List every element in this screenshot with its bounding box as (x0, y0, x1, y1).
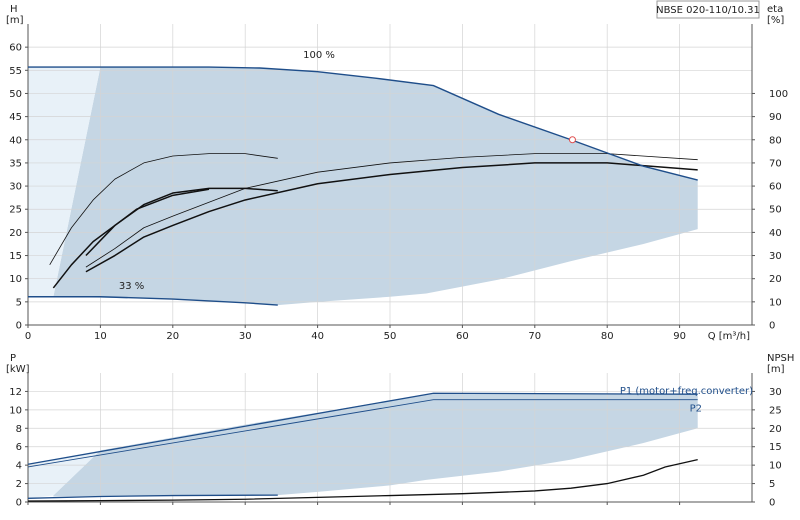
y2-tick-label: 90 (769, 112, 782, 123)
y-tick-label: 10 (9, 274, 22, 285)
y-tick-label: 50 (9, 89, 22, 100)
y-tick-label: 15 (9, 251, 22, 262)
p1-label: P1 (motor+freq.converter) (620, 386, 753, 397)
y2-axis-label: eta (767, 4, 783, 15)
y2-tick-label: 10 (769, 461, 782, 472)
p2-curve (27, 399, 698, 468)
y2-tick-label: 70 (769, 158, 782, 169)
y2-tick-label: 25 (769, 405, 782, 416)
y2-tick-label: 80 (769, 135, 782, 146)
x-tick-label: 40 (311, 331, 324, 342)
head-curve-max (28, 66, 698, 181)
y-tick-label: 2 (16, 479, 22, 490)
title-box: NBSE 020-110/10.31 (656, 0, 760, 19)
y-tick-label: 25 (9, 205, 22, 216)
x-tick-label: 0 (25, 331, 31, 342)
y-tick-label: 40 (9, 135, 22, 146)
light-region (28, 67, 101, 297)
y2-tick-label: 100 (769, 89, 788, 100)
y2-tick-label: 60 (769, 182, 782, 193)
x-tick-label: 10 (94, 331, 107, 342)
eta-curve (85, 153, 698, 268)
chart-title: NBSE 020-110/10.31 (656, 5, 760, 16)
operating-point (568, 136, 576, 144)
y2-tick-label: 5 (769, 479, 775, 490)
title-box-frame (656, 0, 760, 19)
y-tick-label: 20 (9, 228, 22, 239)
y-axis-unit: [m] (6, 15, 24, 26)
y-tick-label: 10 (9, 405, 22, 416)
y-tick-label: 55 (9, 66, 22, 77)
y2-tick-label: 10 (769, 297, 782, 308)
y-tick-label: 35 (9, 158, 22, 169)
npsh-curve (27, 458, 698, 502)
y-tick-label: 12 (9, 387, 22, 398)
p1-curve (27, 392, 698, 465)
x-tick-label: 20 (166, 331, 179, 342)
head-chart: 0 5 10 15 20 25 30 35 40 45 50 55 60 0 10 20 30 40 50 60 70 8… (6, 4, 788, 342)
y-tick-label: 0 (16, 321, 22, 332)
y-tick-label: 60 (9, 43, 22, 54)
head-min-label: 33 % (119, 281, 144, 292)
y-tick-label: 30 (9, 182, 22, 193)
head-curve-min (28, 296, 278, 306)
x-tick-label: 30 (239, 331, 252, 342)
x-tick-label: 90 (673, 331, 686, 342)
y-axis-unit: [kW] (6, 364, 30, 375)
y2-axis-unit: [m] (767, 364, 785, 375)
y2-axis-label: NPSH (767, 353, 794, 364)
y2-tick-label: 20 (769, 424, 782, 435)
y2-tick-label: 0 (769, 498, 775, 509)
x-tick-label: 60 (456, 331, 469, 342)
y2-axis-unit: [%] (767, 15, 784, 26)
head-max-label: 100 % (303, 50, 335, 61)
y-tick-label: 4 (16, 461, 22, 472)
y-tick-label: 6 (16, 442, 22, 453)
y2-tick-label: 50 (769, 205, 782, 216)
x-tick-label: 80 (601, 331, 614, 342)
power-chart: 0 2 4 6 8 10 12 0 5 10 15 20 25 30 P[kW] NPSH[m] P1 (mot… (6, 353, 794, 509)
x-tick-label: 50 (384, 331, 397, 342)
y-axis-label: P (10, 353, 16, 364)
x-axis-label: Q [m³/h] (708, 331, 750, 342)
light-region (28, 450, 101, 499)
eta-curve (49, 153, 278, 266)
eta-curve (52, 188, 210, 289)
y-axis-label: H (10, 4, 18, 15)
y2-tick-label: 0 (769, 321, 775, 332)
eta-curve (85, 162, 698, 273)
y2-tick-label: 20 (769, 274, 782, 285)
x-tick-label: 70 (528, 331, 541, 342)
y-tick-label: 8 (16, 424, 22, 435)
y2-tick-label: 15 (769, 442, 782, 453)
p2-label: P2 (690, 404, 702, 415)
y2-tick-label: 40 (769, 228, 782, 239)
y2-tick-label: 30 (769, 387, 782, 398)
y-tick-label: 45 (9, 112, 22, 123)
power-min-curve (27, 494, 278, 499)
y-tick-label: 5 (16, 297, 22, 308)
operating-region (53, 393, 698, 497)
y2-tick-label: 30 (769, 251, 782, 262)
y-tick-label: 0 (16, 498, 22, 509)
